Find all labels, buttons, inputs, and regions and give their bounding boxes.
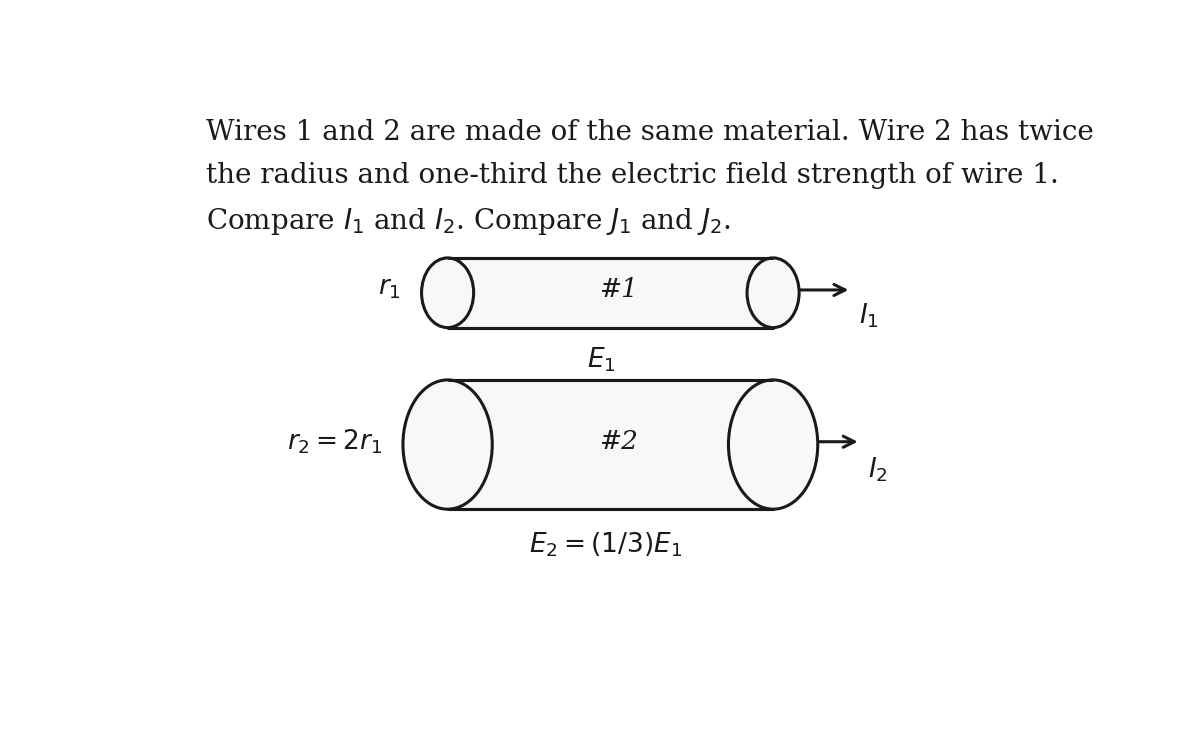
Ellipse shape	[748, 258, 799, 328]
Text: $I_2$: $I_2$	[868, 456, 888, 484]
Text: $I_1$: $I_1$	[859, 301, 878, 330]
Bar	[448, 380, 773, 510]
Text: Compare $\mathit{I}_1$ and $\mathit{I}_2$. Compare $\mathit{J}_1$ and $\mathit{J: Compare $\mathit{I}_1$ and $\mathit{I}_2…	[206, 206, 731, 237]
Text: $E_2 = (1/3)E_1$: $E_2 = (1/3)E_1$	[529, 531, 683, 559]
Text: Wires 1 and 2 are made of the same material. Wire 2 has twice: Wires 1 and 2 are made of the same mater…	[206, 118, 1093, 145]
Ellipse shape	[421, 258, 474, 328]
Ellipse shape	[403, 380, 492, 510]
Text: $r_1$: $r_1$	[378, 276, 401, 301]
Text: the radius and one-third the electric field strength of wire 1.: the radius and one-third the electric fi…	[206, 162, 1058, 189]
Text: #2: #2	[600, 429, 640, 454]
Ellipse shape	[728, 380, 817, 510]
Text: $r_2 = 2r_1$: $r_2 = 2r_1$	[287, 428, 383, 456]
Text: $E_1$: $E_1$	[587, 345, 616, 374]
Bar	[448, 258, 773, 328]
Text: #1: #1	[600, 277, 640, 302]
